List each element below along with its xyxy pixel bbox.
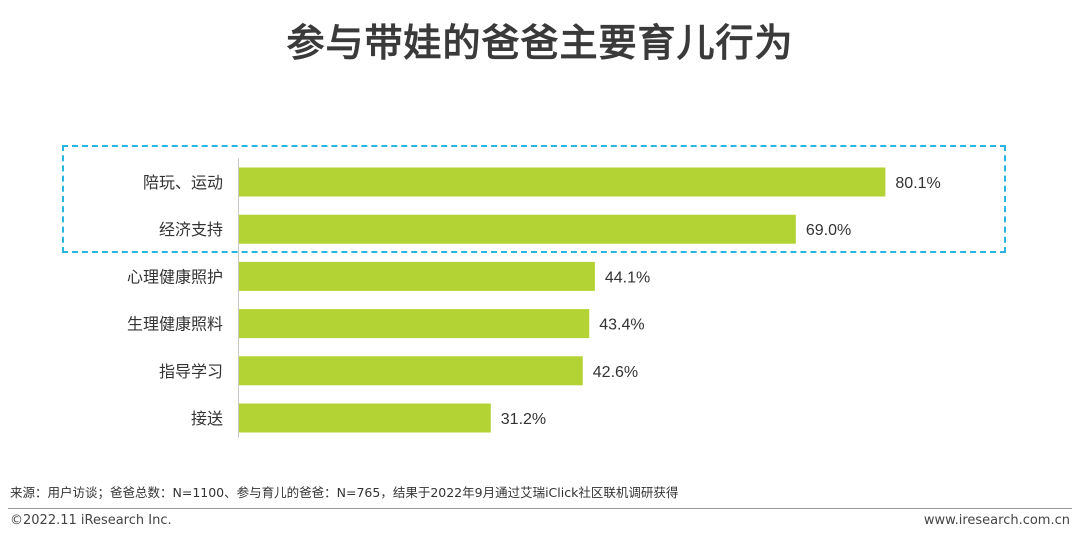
- copyright: ©2022.11 iResearch Inc.: [10, 513, 172, 528]
- bar-3: [239, 309, 590, 339]
- category-label-2: 心理健康照护: [127, 267, 223, 286]
- value-label-3: 43.4%: [599, 317, 644, 334]
- category-label-0: 陪玩、运动: [143, 173, 223, 192]
- bar-5: [239, 403, 491, 433]
- category-label-5: 接送: [191, 409, 223, 428]
- bar-4: [239, 356, 583, 386]
- highlight-box: [62, 145, 1006, 253]
- category-label-4: 指导学习: [159, 362, 223, 381]
- bar-chart: 陪玩、运动 80.1% 经济支持 69.0% 心理健康照护 44.1% 生理健康照料 43.4…: [127, 158, 941, 438]
- website-url: www.iresearch.com.cn: [923, 513, 1070, 528]
- category-label-1: 经济支持: [159, 220, 223, 239]
- footer-divider: [8, 508, 1072, 509]
- source-note: 来源：用户访谈；爸爸总数：N=1100、参与育儿的爸爸：N=765，结果于202…: [10, 485, 679, 500]
- bar-0: [239, 167, 886, 197]
- bar-2: [239, 261, 595, 291]
- category-label-3: 生理健康照料: [127, 315, 223, 334]
- value-label-0: 80.1%: [895, 175, 940, 192]
- value-label-1: 69.0%: [806, 222, 851, 239]
- chart-title: 参与带娃的爸爸主要育儿行为: [286, 21, 794, 65]
- value-label-5: 31.2%: [501, 411, 546, 428]
- value-label-2: 44.1%: [605, 269, 650, 286]
- bar-1: [239, 214, 796, 244]
- value-label-4: 42.6%: [593, 364, 638, 381]
